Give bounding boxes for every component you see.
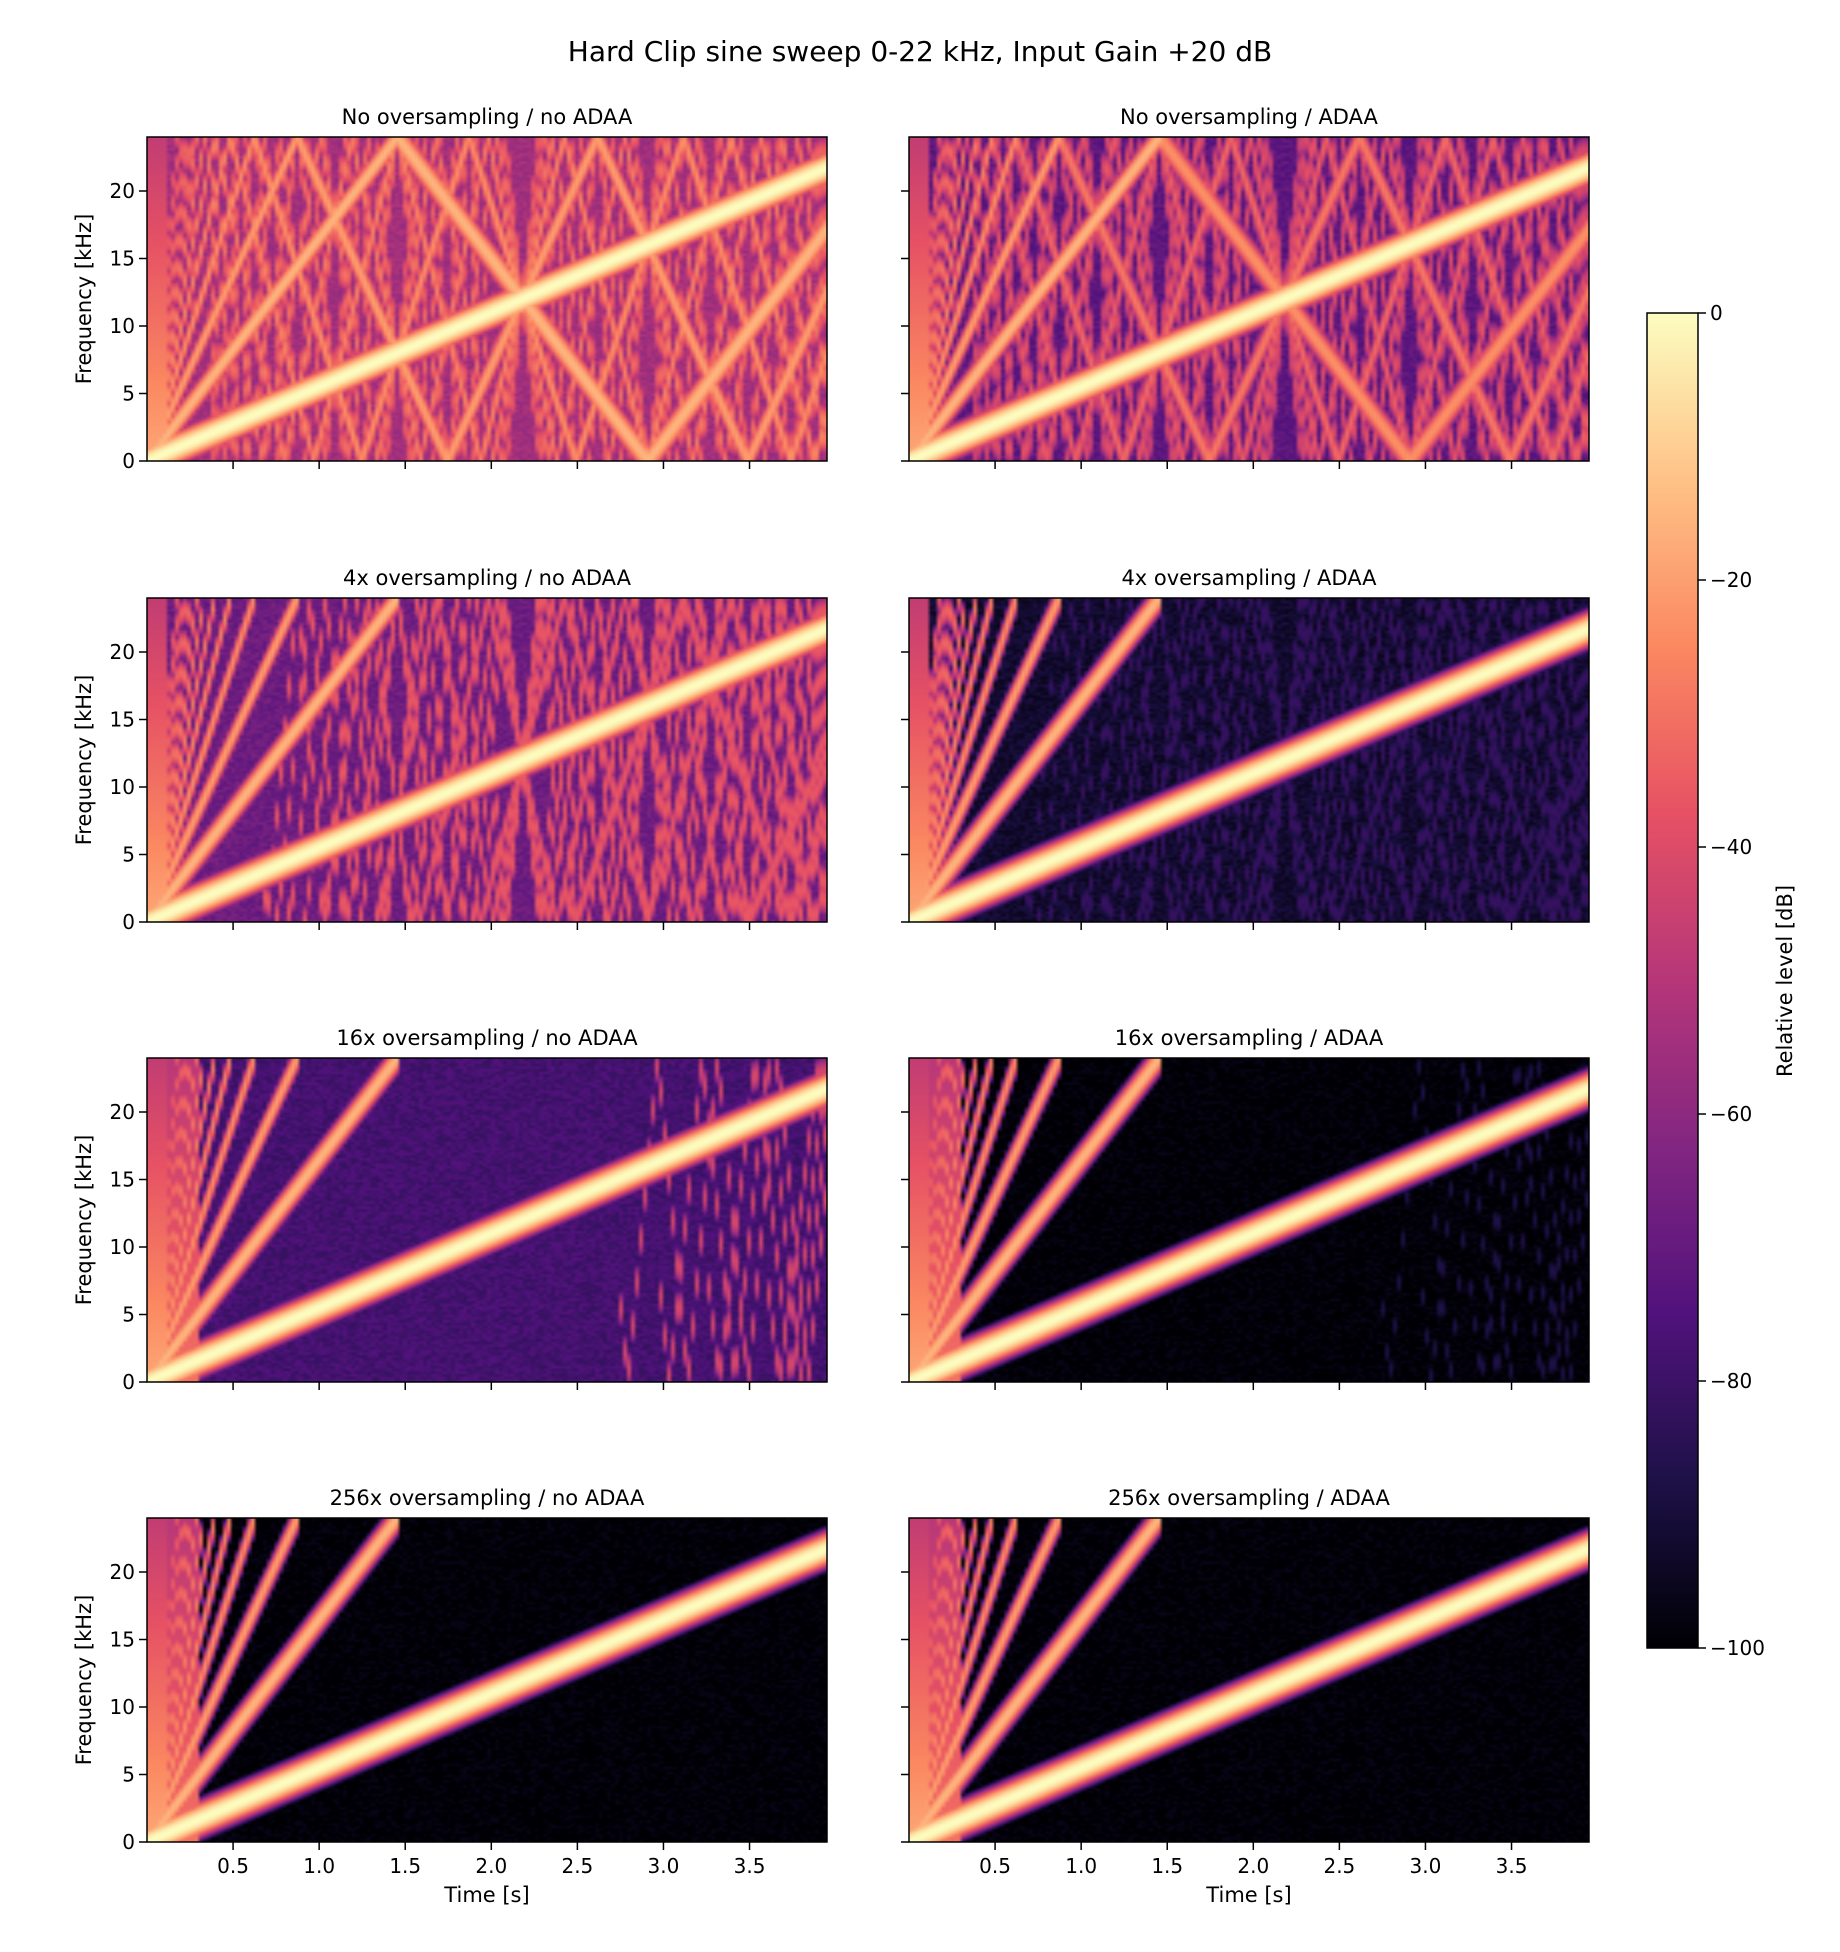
spectrogram-panel: 4x oversampling / ADAA	[901, 566, 1590, 930]
y-tick-label: 20	[110, 640, 135, 664]
y-axis-label: Frequency [kHz]	[72, 214, 96, 385]
y-tick-label: 5	[122, 1303, 135, 1327]
panel-title: 4x oversampling / ADAA	[1121, 566, 1377, 590]
y-tick-label: 10	[110, 775, 135, 799]
y-tick-label: 5	[122, 1763, 135, 1787]
x-tick-label: 0.5	[979, 1854, 1011, 1878]
axes-frame	[146, 136, 828, 462]
axes-frame	[146, 597, 828, 923]
spectrogram-image	[147, 598, 827, 922]
x-tick-label: 1.5	[1151, 1854, 1183, 1878]
x-tick-label: 0.5	[217, 1854, 249, 1878]
y-tick-label: 0	[122, 1370, 135, 1394]
y-tick-label: 15	[110, 247, 135, 271]
spectrogram-panel: 16x oversampling / ADAA	[901, 1026, 1590, 1390]
x-tick-label: 3.5	[734, 1854, 766, 1878]
spectrogram-panel: 256x oversampling / no ADAA 0 5 10 15 20 0.5 1.…	[72, 1486, 828, 1907]
x-axis-label: Time [s]	[1205, 1883, 1291, 1907]
spectrogram-image	[909, 598, 1589, 922]
spectrogram-image	[909, 1518, 1589, 1842]
spectrogram-panel: No oversampling / no ADAA 0 5 10 15 20 Frequen…	[72, 105, 828, 473]
spectrogram-panel: 16x oversampling / no ADAA 0 5 10 15 20 Freque…	[72, 1026, 828, 1394]
panel-title: 16x oversampling / no ADAA	[336, 1026, 638, 1050]
colorbar-tick-label: −20	[1710, 568, 1752, 592]
y-tick-label: 5	[122, 843, 135, 867]
spectrogram-image	[147, 1518, 827, 1842]
axes-frame	[146, 1057, 828, 1383]
x-tick-label: 2.5	[1323, 1854, 1355, 1878]
panel-title: 4x oversampling / no ADAA	[343, 566, 632, 590]
x-tick-label: 2.5	[561, 1854, 593, 1878]
spectrogram-panel: 256x oversampling / ADAA 0.5 1.0 1.5 2.0 2.5 3…	[901, 1486, 1590, 1907]
panel-title: 256x oversampling / no ADAA	[330, 1486, 645, 1510]
y-tick-label: 10	[110, 314, 135, 338]
colorbar-tick-label: −40	[1710, 835, 1752, 859]
y-axis-label: Frequency [kHz]	[72, 675, 96, 846]
x-tick-label: 3.0	[1410, 1854, 1442, 1878]
axes-frame	[908, 1057, 1590, 1383]
y-tick-label: 20	[110, 1100, 135, 1124]
y-tick-label: 15	[110, 708, 135, 732]
spectrogram-image	[147, 137, 827, 461]
axes-frame	[908, 136, 1590, 462]
x-tick-label: 1.0	[1065, 1854, 1097, 1878]
x-tick-label: 3.5	[1496, 1854, 1528, 1878]
spectrogram-panel: 4x oversampling / no ADAA 0 5 10 15 20 Frequen…	[72, 566, 828, 934]
colorbar-tick-label: 0	[1710, 301, 1723, 325]
y-axis-label: Frequency [kHz]	[72, 1135, 96, 1306]
y-tick-label: 15	[110, 1168, 135, 1192]
y-tick-label: 20	[110, 179, 135, 203]
y-tick-label: 5	[122, 382, 135, 406]
colorbar-scale	[1646, 312, 1699, 1649]
spectrogram-panel: No oversampling / ADAA	[901, 105, 1590, 469]
colorbar: 0 −20 −40 −60 −80 −100 Relative level [dB]	[1646, 301, 1797, 1660]
axes-frame	[908, 1517, 1590, 1843]
y-tick-label: 0	[122, 1830, 135, 1854]
y-tick-label: 10	[110, 1695, 135, 1719]
spectrogram-image	[909, 137, 1589, 461]
y-tick-label: 10	[110, 1235, 135, 1259]
x-tick-label: 2.0	[1237, 1854, 1269, 1878]
spectrogram-image	[909, 1058, 1589, 1382]
x-tick-label: 2.0	[475, 1854, 507, 1878]
spectrogram-grid: No oversampling / no ADAA 0 5 10 15 20 Frequen…	[72, 105, 1590, 1907]
x-tick-label: 3.0	[648, 1854, 680, 1878]
spectrogram-image	[147, 1058, 827, 1382]
panel-title: 16x oversampling / ADAA	[1115, 1026, 1384, 1050]
x-tick-label: 1.0	[303, 1854, 335, 1878]
colorbar-tick-label: −80	[1710, 1369, 1752, 1393]
figure-title: Hard Clip sine sweep 0-22 kHz, Input Gai…	[568, 35, 1272, 68]
y-axis-label: Frequency [kHz]	[72, 1595, 96, 1766]
y-tick-label: 15	[110, 1628, 135, 1652]
colorbar-tick-label: −60	[1710, 1102, 1752, 1126]
y-tick-label: 20	[110, 1560, 135, 1584]
colorbar-tick-label: −100	[1710, 1636, 1765, 1660]
panel-title: No oversampling / no ADAA	[342, 105, 633, 129]
colorbar-label: Relative level [dB]	[1773, 885, 1797, 1077]
axes-frame	[908, 597, 1590, 923]
axes-frame	[146, 1517, 828, 1843]
panel-title: 256x oversampling / ADAA	[1108, 1486, 1390, 1510]
y-tick-label: 0	[122, 449, 135, 473]
panel-title: No oversampling / ADAA	[1120, 105, 1379, 129]
y-tick-label: 0	[122, 910, 135, 934]
x-axis-label: Time [s]	[443, 1883, 529, 1907]
x-tick-label: 1.5	[389, 1854, 421, 1878]
